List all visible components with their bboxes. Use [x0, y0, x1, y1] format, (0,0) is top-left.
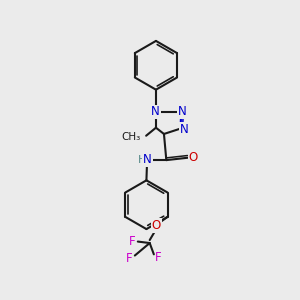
Text: N: N [178, 105, 187, 118]
Text: N: N [151, 106, 160, 118]
Text: F: F [129, 235, 136, 248]
Text: N: N [143, 153, 152, 166]
Text: F: F [126, 252, 133, 265]
Text: O: O [152, 219, 161, 232]
Text: H: H [137, 154, 146, 164]
Text: N: N [180, 123, 188, 136]
Text: O: O [188, 151, 198, 164]
Text: CH₃: CH₃ [122, 132, 141, 142]
Text: F: F [155, 251, 162, 264]
